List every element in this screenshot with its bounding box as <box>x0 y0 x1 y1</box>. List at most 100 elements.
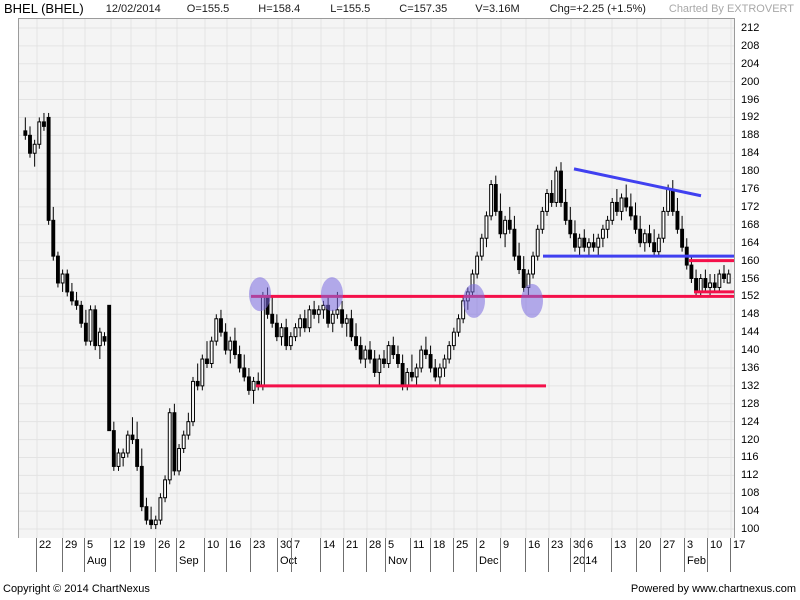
close-value: C=157.35 <box>399 2 448 15</box>
candlestick <box>642 229 647 252</box>
candlestick <box>340 300 345 328</box>
candlestick <box>661 206 666 243</box>
price-axis-tick: 160 <box>741 254 760 267</box>
price-axis-tick: 212 <box>741 21 760 34</box>
candlestick <box>42 112 46 131</box>
candlestick <box>582 229 587 252</box>
price-axis-tick: 200 <box>741 75 760 88</box>
price-axis-tick: 180 <box>741 165 760 178</box>
candlestick <box>284 318 289 351</box>
candlestick <box>722 265 726 283</box>
candlestick <box>507 206 512 234</box>
date-axis-day-label: 5 <box>388 539 395 551</box>
date-axis-tick: 9 <box>500 538 525 572</box>
candlestick <box>577 233 582 257</box>
candlestick <box>675 197 680 234</box>
candlestick <box>149 506 154 530</box>
candlestick <box>93 305 98 351</box>
candlestick <box>670 180 675 216</box>
candlestick <box>209 336 214 368</box>
candlestick <box>130 417 135 445</box>
candlestick <box>377 354 382 386</box>
candlestick <box>316 305 321 324</box>
candlestick <box>409 354 414 382</box>
candlestick <box>223 323 228 355</box>
date-axis-day-label: 5 <box>87 539 94 551</box>
candlestick <box>97 327 102 360</box>
candlestick <box>512 215 517 261</box>
date-axis-tick: 16 <box>525 538 548 572</box>
candlestick <box>591 233 596 252</box>
candlestick <box>433 359 438 382</box>
candlestick <box>531 251 535 279</box>
date-axis-day-label: 16 <box>528 539 541 551</box>
candlestick <box>135 421 140 471</box>
date-axis-day-label: 3 <box>687 539 694 551</box>
candlestick <box>652 229 657 257</box>
price-axis: 212 208 204 200 196 192 188 184 180 176 172 168 164 1… <box>736 18 800 540</box>
candlestick <box>563 189 568 225</box>
date-axis-tick: 17 <box>730 538 745 572</box>
candlestick <box>503 215 508 248</box>
candlestick <box>46 112 51 225</box>
candlestick <box>74 291 79 310</box>
candlestick <box>51 206 56 261</box>
candlestick <box>633 202 638 234</box>
candlestick-series <box>23 112 734 530</box>
candlestick <box>521 256 526 292</box>
date-axis-day-label: 16 <box>229 539 242 551</box>
candlestick <box>139 448 144 512</box>
chart-gridlines <box>19 19 734 538</box>
candlestick <box>517 242 522 275</box>
date-axis-day-label: 9 <box>503 539 510 551</box>
candlestick <box>442 354 447 377</box>
candlestick <box>549 180 554 207</box>
candlestick <box>423 336 428 360</box>
date-axis-day-label: 7 <box>294 539 301 551</box>
price-axis-tick: 100 <box>741 523 760 536</box>
candlestick <box>293 323 298 342</box>
date-axis-tick: 21 <box>343 538 366 572</box>
candlestick <box>493 175 498 216</box>
candlestick <box>191 376 195 427</box>
candlestick <box>600 224 605 248</box>
candlestick <box>684 238 689 270</box>
candlestick <box>703 269 708 292</box>
date-axis-day-label: 26 <box>158 539 171 551</box>
candlestick <box>88 305 93 346</box>
descending-trendline <box>573 167 702 198</box>
candlestick <box>363 345 368 368</box>
price-axis-tick: 140 <box>741 344 760 357</box>
candlestick <box>614 189 619 216</box>
candlestick <box>605 215 610 239</box>
powered-by-label: Powered by www.chartnexus.com <box>630 583 796 595</box>
candlestick <box>60 269 65 292</box>
candlestick <box>475 251 480 279</box>
date-axis-tick: 26 <box>155 538 176 572</box>
date-axis-day-label: 2 <box>479 539 486 551</box>
candlestick <box>312 300 317 319</box>
candlestick <box>656 233 661 257</box>
candlestick <box>484 211 489 248</box>
candlestick <box>479 233 484 261</box>
candlestick <box>382 350 386 368</box>
date-axis-tick: 25 <box>453 538 476 572</box>
candlestick <box>116 448 121 471</box>
candlestick <box>302 309 307 333</box>
price-axis-tick: 168 <box>741 218 760 231</box>
date-axis-month-label: 2014 <box>573 555 598 567</box>
date-axis-tick: 5 Nov <box>385 538 410 572</box>
date-axis-tick: 10 <box>204 538 226 572</box>
price-axis-tick: 120 <box>741 433 760 446</box>
candlestick <box>246 367 251 395</box>
candlestick <box>568 206 573 239</box>
candlestick <box>83 309 88 346</box>
candlestick <box>712 274 717 292</box>
candlestick <box>573 220 577 252</box>
price-axis-tick: 108 <box>741 487 760 500</box>
candlestick <box>330 309 335 333</box>
candlestick <box>288 332 293 351</box>
candlestick <box>717 269 722 292</box>
candlestick <box>372 350 377 377</box>
candlestick <box>307 305 312 333</box>
